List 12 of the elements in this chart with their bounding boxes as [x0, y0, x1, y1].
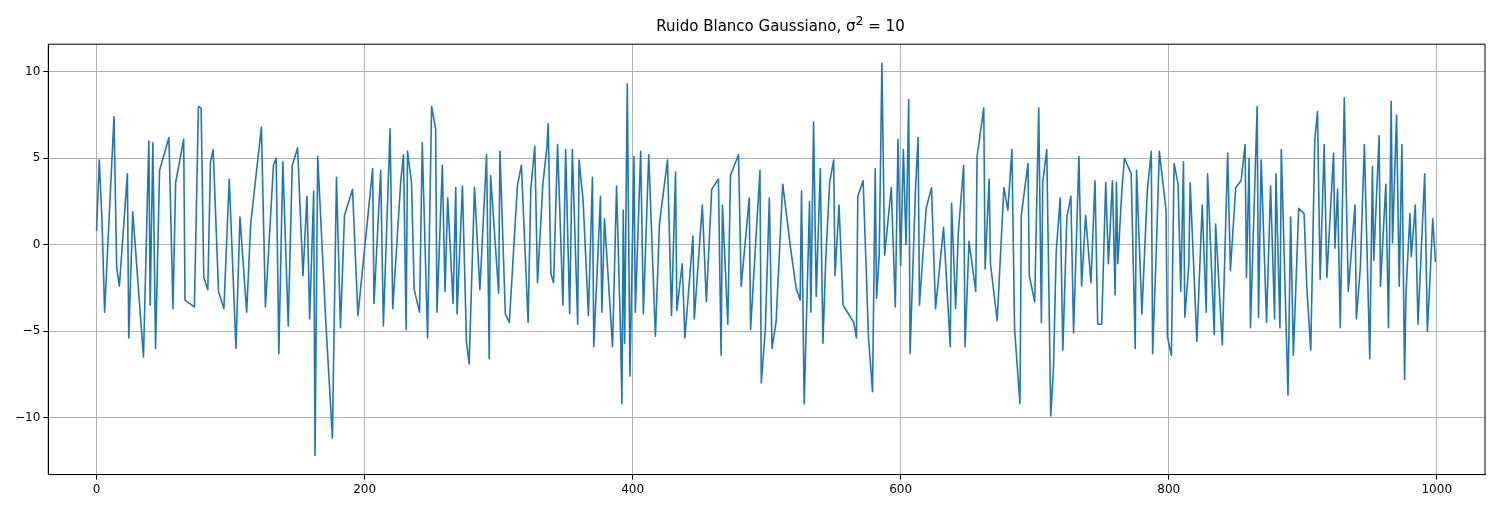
- x-tick-label: 400: [621, 481, 645, 496]
- x-tick-label: 0: [92, 481, 101, 496]
- x-tick-label: 800: [1157, 481, 1181, 496]
- y-tick-label: −5: [22, 323, 41, 338]
- x-tick-label: 1000: [1421, 481, 1453, 496]
- y-tick-label: 10: [25, 63, 41, 78]
- y-tick-label: 0: [32, 236, 41, 251]
- chart-title: Ruido Blanco Gaussiano, σ$^{2}$ = 10: [655, 12, 906, 35]
- x-tick-label: 200: [353, 481, 377, 496]
- y-tick-label: 5: [32, 150, 41, 165]
- x-tick-label: 600: [889, 481, 913, 496]
- y-tick-label: −10: [15, 409, 41, 424]
